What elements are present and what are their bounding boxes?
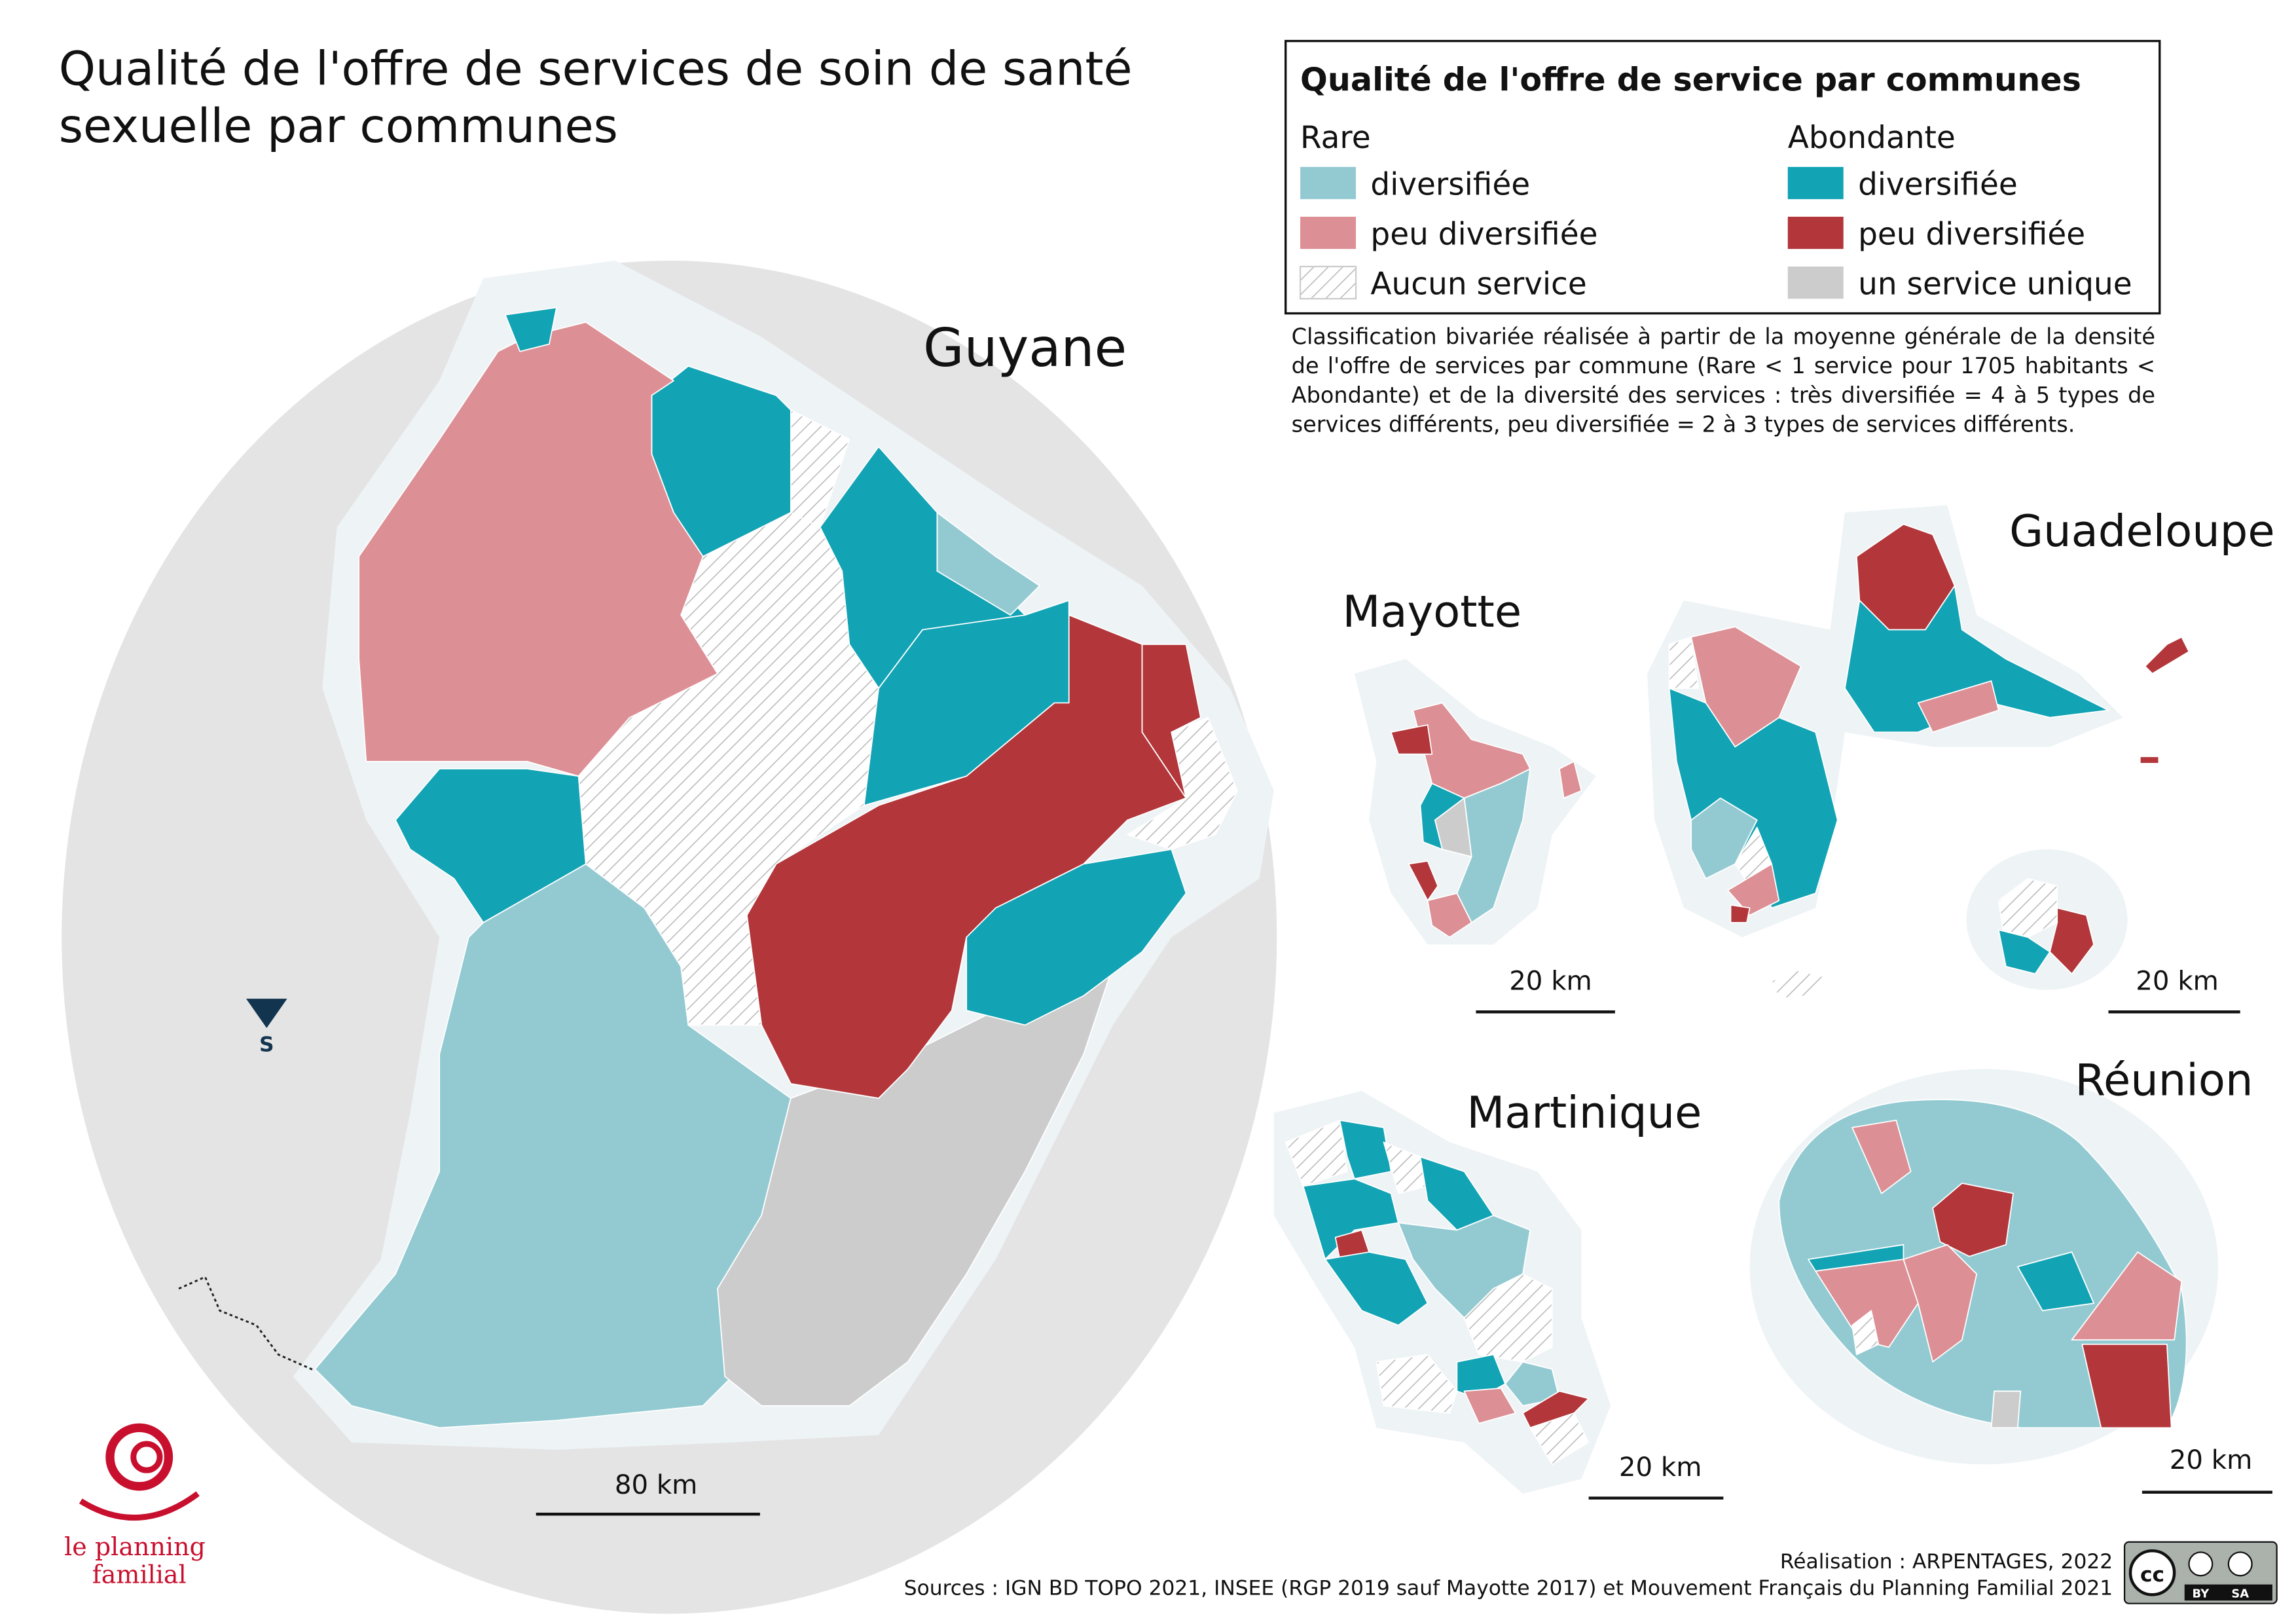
scale-label: 20 km [1509, 967, 1592, 997]
region-label: Réunion [2075, 1055, 2253, 1106]
legend: Qualité de l'offre de service par commun… [1285, 39, 2161, 315]
martinique-map: Martinique 20 km [1273, 1087, 1724, 1500]
license-badge: cc BY SA [2123, 1541, 2278, 1604]
reunion-map: Réunion 20 km [1749, 1055, 2272, 1494]
commune [1419, 783, 1465, 850]
logo-swirl [130, 1441, 163, 1473]
commune [2081, 1343, 2172, 1429]
commune [1917, 680, 1999, 733]
scale-label: 20 km [2136, 967, 2219, 997]
badge-circle [2188, 1551, 2214, 1577]
legend-heading: Rare [1300, 120, 1371, 156]
commune [1903, 1244, 1978, 1363]
title-line: Qualité de l'offre de services de soin d… [59, 42, 1133, 96]
commune [1463, 1388, 1516, 1424]
logo-swirl [79, 1491, 200, 1521]
sources: Sources : IGN BD TOPO 2021, INSEE (RGP 2… [904, 1576, 2113, 1600]
commune [2140, 757, 2159, 764]
badge-text: BY [2193, 1587, 2210, 1601]
commune [504, 306, 557, 352]
legend-swatch [1300, 216, 1357, 249]
legend-title: Qualité de l'offre de service par commun… [1300, 61, 2081, 99]
region-label: Martinique [1467, 1087, 1702, 1138]
commune [966, 849, 1187, 1026]
legend-label: peu diversifiée [1370, 216, 1597, 252]
commune [936, 511, 1040, 616]
guyane-map: S Guyane 80 km [62, 261, 1277, 1614]
logo-text: le planning [64, 1532, 206, 1561]
badge-text: SA [2231, 1587, 2249, 1601]
legend-frame [1285, 39, 2161, 315]
commune [1844, 585, 2109, 733]
classification-note: Classification bivariée réalisée à parti… [1291, 323, 2156, 438]
logo-swirl [105, 1423, 173, 1491]
commune [1771, 969, 1831, 1000]
commune [1851, 1310, 1880, 1356]
logo: le planning familial [64, 1423, 206, 1589]
orientation-marker [246, 999, 287, 1028]
commune [1127, 716, 1238, 850]
badge-strip [2184, 1584, 2272, 1601]
commune [1990, 1390, 2022, 1429]
note-box: Classification bivariée réalisée à parti… [1291, 323, 2156, 438]
legend-swatch [1299, 265, 1357, 300]
scale-label: 20 km [2170, 1445, 2253, 1475]
scale-label: 80 km [615, 1470, 698, 1500]
border-line [178, 1276, 316, 1372]
region-label: Guyane [923, 317, 1127, 378]
legend-swatch [1787, 166, 1844, 200]
commune [1390, 724, 1433, 755]
commune [1851, 1119, 1912, 1194]
commune [1324, 1251, 1429, 1326]
legend-label: diversifiée [1858, 166, 2018, 202]
commune [1504, 1361, 1560, 1407]
badge-text: cc [2140, 1563, 2164, 1587]
legend-swatch [1300, 166, 1357, 200]
badge-circle [2128, 1549, 2176, 1596]
region-label: Mayotte [1343, 586, 1522, 637]
commune [2016, 1251, 2095, 1312]
orientation-label: S [259, 1033, 274, 1057]
commune [1408, 860, 1439, 902]
commune [1376, 1354, 1458, 1414]
commune [1339, 1119, 1392, 1180]
commune [1558, 760, 1582, 799]
commune [1427, 893, 1472, 938]
legend-swatch [1787, 266, 1844, 299]
commune [1997, 929, 2050, 974]
logo-text: familial [92, 1560, 187, 1589]
commune [1529, 1412, 1590, 1466]
commune [2071, 1251, 2183, 1341]
commune [395, 768, 587, 923]
legend-label: peu diversifiée [1858, 216, 2085, 252]
mayotte-map: Mayotte 20 km [1343, 586, 1615, 1014]
commune [1932, 1182, 2014, 1257]
title-line: sexuelle par communes [59, 99, 618, 153]
commune [1668, 636, 1700, 689]
commune [1456, 768, 1531, 923]
legend-label: Aucun service [1370, 266, 1586, 302]
commune [2144, 636, 2190, 674]
credits: Réalisation : ARPENTAGES, 2022 [1780, 1550, 2113, 1574]
badge-circle [2227, 1551, 2253, 1577]
legend-label: un service unique [1858, 266, 2132, 302]
region-label: Guadeloupe [2009, 506, 2274, 557]
commune [2049, 907, 2095, 974]
guadeloupe-map: Guadeloupe 20 km [1647, 505, 2275, 1014]
legend-heading: Abondante [1788, 120, 1956, 156]
legend-label: diversifiée [1370, 166, 1530, 202]
legend-swatch [1787, 216, 1844, 249]
commune [1522, 1390, 1590, 1429]
commune [1285, 1119, 1348, 1187]
commune [1730, 904, 1751, 923]
scale-label: 20 km [1619, 1452, 1702, 1483]
